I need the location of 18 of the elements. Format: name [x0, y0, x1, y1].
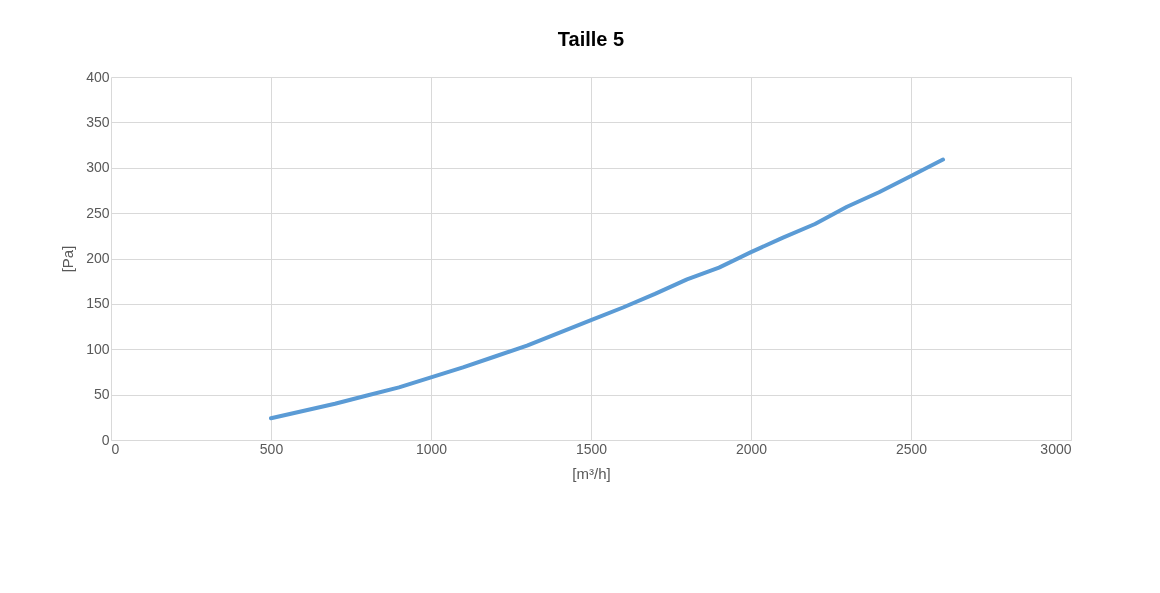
line-series — [269, 157, 945, 421]
x-axis-title: [m³/h] — [572, 464, 611, 482]
y-tick-label: 100 — [86, 340, 110, 357]
x-tick-label: 1500 — [575, 440, 608, 457]
y-tick-label: 250 — [86, 204, 110, 221]
x-tick-label: 1000 — [415, 440, 448, 457]
y-tick-label: 300 — [86, 159, 110, 176]
y-tick-label: 350 — [86, 113, 110, 130]
x-tick-label: 2500 — [895, 440, 928, 457]
y-axis-title: [Pa] — [59, 245, 77, 273]
x-tick-label: 500 — [259, 440, 284, 457]
x-tick-label: 3000 — [1040, 440, 1072, 457]
y-tick-label: 200 — [86, 250, 110, 266]
y-tick-label: 50 — [93, 386, 110, 403]
x-tick-label: 2000 — [735, 440, 768, 457]
chart-title: Taille 5 — [557, 28, 625, 50]
y-tick-label: 400 — [86, 68, 110, 85]
y-tick-label: 150 — [86, 295, 110, 312]
